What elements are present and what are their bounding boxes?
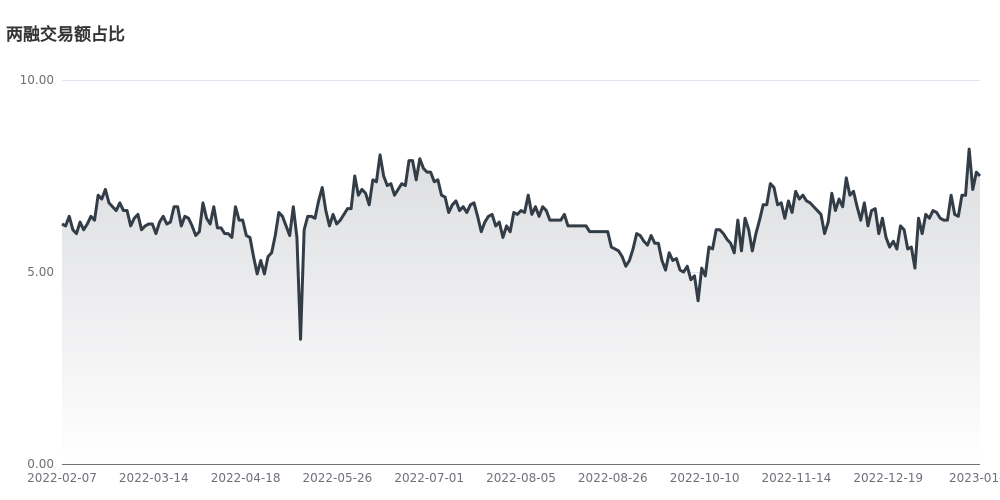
y-tick-label: 10.00	[20, 73, 54, 87]
series-area	[62, 149, 980, 464]
x-tick-label: 2023-01-3	[949, 471, 1000, 485]
series-line	[61, 147, 982, 341]
y-tick-label: 0.00	[27, 457, 54, 471]
x-tick-label: 2022-03-14	[119, 471, 189, 485]
x-tick-label: 2022-10-10	[670, 471, 740, 485]
x-tick-label: 2022-11-14	[762, 471, 832, 485]
x-tick-label: 2022-08-26	[578, 471, 648, 485]
x-tick-label: 2022-02-07	[27, 471, 97, 485]
y-tick-label: 5.00	[27, 265, 54, 279]
x-tick-label: 2022-12-19	[853, 471, 923, 485]
x-tick-label: 2022-04-18	[211, 471, 281, 485]
y-axis: 0.00 5.00 10.00	[20, 73, 54, 471]
x-tick-label: 2022-08-05	[486, 471, 556, 485]
chart-title: 两融交易额占比	[6, 25, 125, 45]
x-tick-label: 2022-07-01	[394, 471, 464, 485]
x-axis: 2022-02-07 2022-03-14 2022-04-18 2022-05-26…	[27, 471, 1000, 485]
x-tick-label: 2022-05-26	[303, 471, 373, 485]
